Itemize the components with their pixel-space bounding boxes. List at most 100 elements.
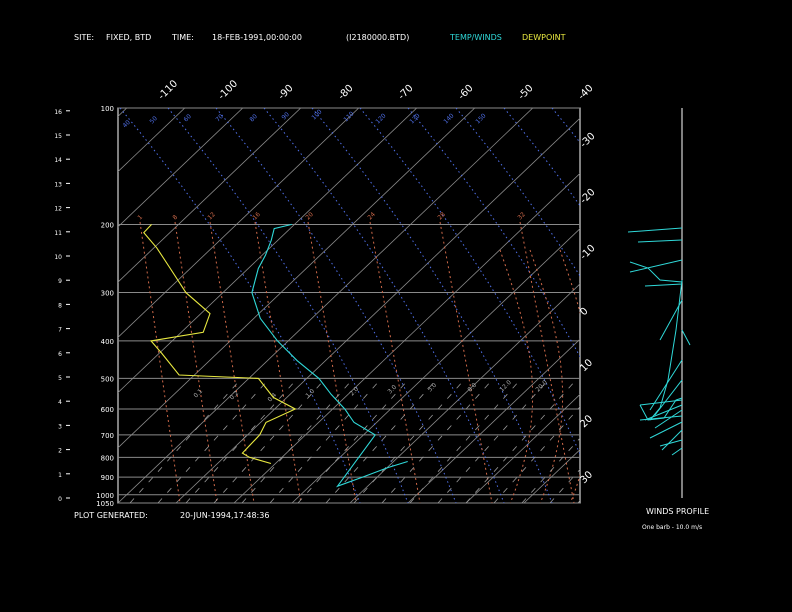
lower-label: 20.0: [534, 379, 549, 394]
adiabat-label: 70: [214, 113, 224, 123]
wind-barb: [644, 283, 683, 287]
pressure-label: 1000: [96, 492, 114, 500]
mixing-ratio-labels: 1 8 12 16 20 24 28 32: [136, 211, 526, 221]
site-value: FIXED, BTD: [106, 33, 151, 42]
lower-dash-line: [437, 379, 549, 503]
wind-barb: [644, 404, 683, 421]
wind-barb: [649, 279, 683, 421]
dry-adiabat: [407, 108, 580, 358]
mixing-ratio-label: 28: [436, 211, 446, 221]
top-temperature-labels: -110 -100 -90 -80 -70 -60 -50 -40: [156, 78, 595, 102]
wind-barbs: [627, 227, 691, 456]
mixing-ratio-line: [519, 221, 575, 503]
isotherm-line: [698, 108, 792, 503]
lower-label: 3.0: [386, 384, 398, 396]
mixing-ratio-label: 24: [366, 211, 376, 221]
pressure-label: 1050: [96, 500, 114, 508]
lower-dash-line: [606, 380, 716, 503]
moist-adiabat: [499, 249, 534, 503]
top-temp-label: -90: [276, 83, 295, 102]
wind-barb: [629, 261, 683, 283]
height-label: 1: [58, 472, 62, 479]
pressure-label: 700: [101, 432, 114, 440]
wind-barb: [649, 421, 683, 439]
legend-temp: TEMP/WINDS: [449, 33, 502, 42]
right-temp-label: -30: [578, 131, 597, 150]
adiabat-label: 90: [280, 111, 290, 121]
height-label: 2: [58, 448, 62, 455]
adiabat-label: 50: [148, 115, 158, 125]
isotherm-line: [0, 108, 11, 503]
time-value: 18-FEB-1991,00:00:00: [212, 33, 302, 42]
height-label: 4: [58, 399, 62, 406]
adiabat-label: 110: [342, 110, 355, 123]
pressure-label: 800: [101, 454, 114, 462]
isotherm-line: [118, 108, 302, 283]
legend-dew: DEWPOINT: [522, 33, 566, 42]
isotherm-line: [640, 108, 792, 503]
wind-barb: [649, 359, 683, 411]
wind-barb: [681, 329, 691, 346]
mixing-ratio-line: [369, 221, 421, 503]
wind-barb: [639, 397, 683, 421]
height-label: 8: [58, 302, 62, 309]
plot-frame: [117, 107, 581, 504]
lower-label: 1.0: [304, 388, 316, 400]
height-label: 10: [54, 254, 62, 261]
wind-barb: [629, 259, 683, 273]
pressure-label: 100: [101, 105, 114, 113]
isotherm-line: [118, 108, 360, 338]
isotherm-line: [523, 449, 580, 503]
mixing-ratio-line: [209, 221, 255, 503]
isotherm-line: [291, 228, 580, 503]
isotherm-lines: [0, 108, 792, 503]
wind-barb: [627, 227, 683, 233]
height-label: 14: [54, 157, 62, 164]
isotherm-line: [407, 338, 580, 503]
top-temp-label: -80: [336, 83, 355, 102]
dry-adiabat: [696, 108, 792, 503]
adiabat-label: 40: [121, 119, 131, 129]
adiabat-label: 140: [442, 112, 455, 125]
adiabat-label: 80: [248, 113, 258, 123]
lower-label: 0.1: [192, 388, 204, 400]
lower-dash-line: [129, 379, 241, 503]
mixing-ratio-label: 12: [206, 211, 216, 221]
dry-adiabat: [551, 108, 580, 144]
top-temp-label: -50: [516, 83, 535, 102]
mixing-ratio-lines: [139, 221, 580, 503]
top-temp-label: -70: [396, 83, 415, 102]
lower-dash-line: [409, 379, 521, 503]
wind-barb: [661, 429, 683, 451]
wind-barb: [671, 447, 683, 456]
site-label: SITE:: [74, 33, 94, 42]
height-label: 6: [58, 351, 62, 358]
lower-dash-line: [381, 379, 493, 503]
top-temp-label: -110: [156, 78, 180, 102]
file-value: (I2180000.BTD): [346, 33, 409, 42]
height-label: 16: [54, 109, 62, 116]
isotherm-line: [582, 108, 792, 503]
wind-barb: [637, 239, 683, 243]
height-label: 12: [54, 206, 62, 213]
right-temp-label: -10: [578, 243, 597, 262]
height-label: 0: [58, 496, 62, 503]
height-label: 13: [54, 181, 62, 188]
barb-note: One barb - 10.0 m/s: [642, 524, 702, 531]
isotherm-line: [118, 108, 534, 503]
pressure-label: 900: [101, 474, 114, 482]
adiabat-label: 120: [374, 112, 387, 125]
dry-adiabat: [167, 108, 409, 503]
dry-adiabat: [359, 108, 580, 456]
dry-adiabat: [600, 108, 792, 503]
top-temp-label: -40: [576, 83, 595, 102]
pressure-label: 300: [101, 290, 114, 298]
wind-barb: [659, 439, 683, 447]
right-temp-label: 10: [578, 357, 595, 374]
dry-adiabat: [744, 108, 792, 503]
height-label: 9: [58, 278, 62, 285]
lower-labels: 0.1 0.2 0.4 1.0 2.0 3.0 5.0 8.0 12.0 20.0: [192, 379, 549, 404]
lower-dash-line: [465, 379, 577, 503]
